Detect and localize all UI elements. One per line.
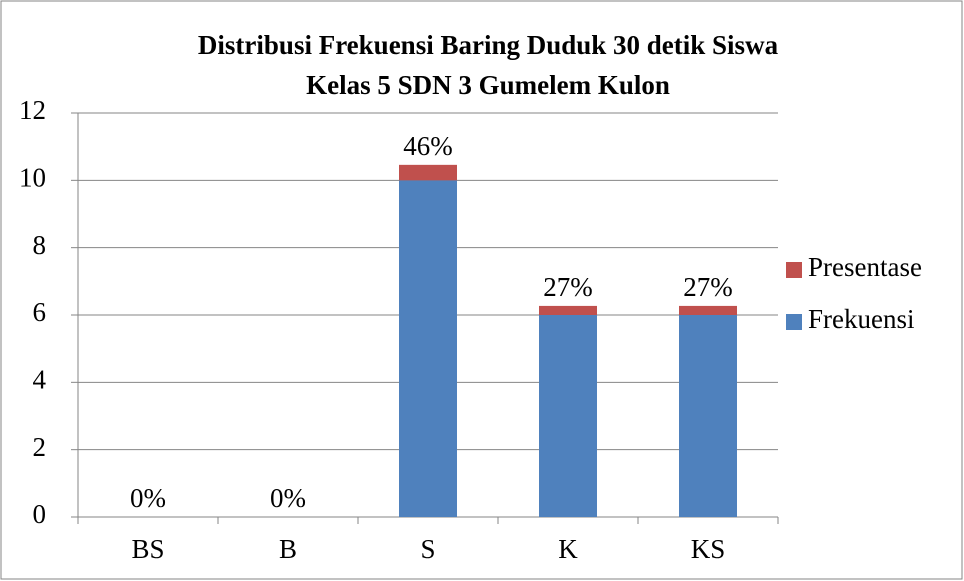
legend-swatch (786, 314, 802, 330)
chart-title: Distribusi Frekuensi Baring Duduk 30 det… (198, 30, 779, 60)
x-tick-label: K (558, 534, 578, 564)
bar (399, 164, 457, 181)
bar (539, 305, 597, 315)
x-tick-label: KS (691, 534, 726, 564)
data-label: 0% (130, 483, 166, 513)
bar (679, 315, 737, 517)
bar (399, 180, 457, 518)
data-label: 0% (270, 483, 306, 513)
bar (679, 305, 737, 315)
x-tick-label: BS (131, 534, 164, 564)
legend-label: Frekuensi (808, 304, 914, 334)
y-tick-label: 12 (19, 95, 46, 125)
y-tick-label: 4 (33, 365, 47, 395)
bar (539, 315, 597, 517)
y-tick-label: 6 (33, 297, 47, 327)
x-tick-label: B (279, 534, 297, 564)
y-tick-label: 2 (33, 432, 47, 462)
data-label: 27% (543, 272, 593, 302)
data-label: 46% (403, 131, 453, 161)
legend-label: Presentase (808, 252, 922, 282)
y-tick-label: 10 (19, 163, 46, 193)
data-label: 27% (683, 272, 733, 302)
legend-swatch (786, 262, 802, 278)
y-tick-label: 0 (33, 499, 47, 529)
chart-title: Kelas 5 SDN 3 Gumelem Kulon (306, 70, 670, 100)
x-tick-label: S (420, 534, 435, 564)
y-tick-label: 8 (33, 230, 47, 260)
